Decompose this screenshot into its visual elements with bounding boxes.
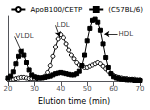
svg-text:70: 70 — [136, 85, 145, 93]
svg-text:HDL: HDL — [119, 30, 134, 38]
svg-text:LDL: LDL — [57, 21, 70, 29]
svg-text:20: 20 — [4, 85, 13, 93]
svg-text:60: 60 — [109, 85, 118, 93]
svg-text:VLDL: VLDL — [16, 32, 34, 40]
svg-text:50: 50 — [83, 85, 92, 93]
svg-text:Elution time (min): Elution time (min) — [38, 97, 110, 106]
svg-text:ApoB100/CETP: ApoB100/CETP — [30, 6, 82, 14]
svg-text:(C57BL/6): (C57BL/6) — [108, 6, 143, 14]
svg-text:30: 30 — [30, 85, 39, 93]
svg-text:40: 40 — [56, 85, 65, 93]
